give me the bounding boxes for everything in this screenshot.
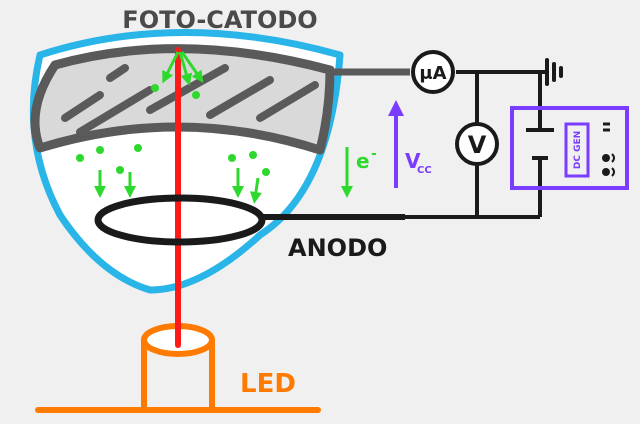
electron-label: e	[356, 149, 370, 173]
anode-label: ANODO	[288, 234, 387, 262]
ground-icon	[545, 58, 563, 86]
ammeter-label: μA	[419, 63, 446, 84]
led-label: LED	[240, 369, 296, 399]
battery-icon	[526, 128, 554, 160]
ejected-electrons	[151, 51, 204, 99]
ammeter-icon: μA	[411, 50, 455, 94]
cathode-hatching	[61, 64, 319, 136]
generator-controls	[602, 122, 615, 177]
dc-generator: DC GEN	[510, 106, 629, 190]
dc-gen-label: DC GEN	[573, 131, 583, 169]
voltage-subscript: CC	[417, 165, 432, 176]
photocathode-label: FOTO-CATODO	[122, 6, 317, 34]
photocathode-plate	[30, 44, 335, 155]
voltmeter-icon: V	[455, 122, 499, 166]
drifting-electrons	[76, 144, 270, 204]
voltage-label: V	[405, 149, 421, 173]
voltmeter-label: V	[468, 131, 487, 159]
electron-charge: -	[371, 146, 377, 162]
circuit-wires	[260, 68, 545, 220]
electron-flow-indicator: e -	[341, 146, 377, 198]
voltage-indicator: V CC	[388, 100, 432, 188]
